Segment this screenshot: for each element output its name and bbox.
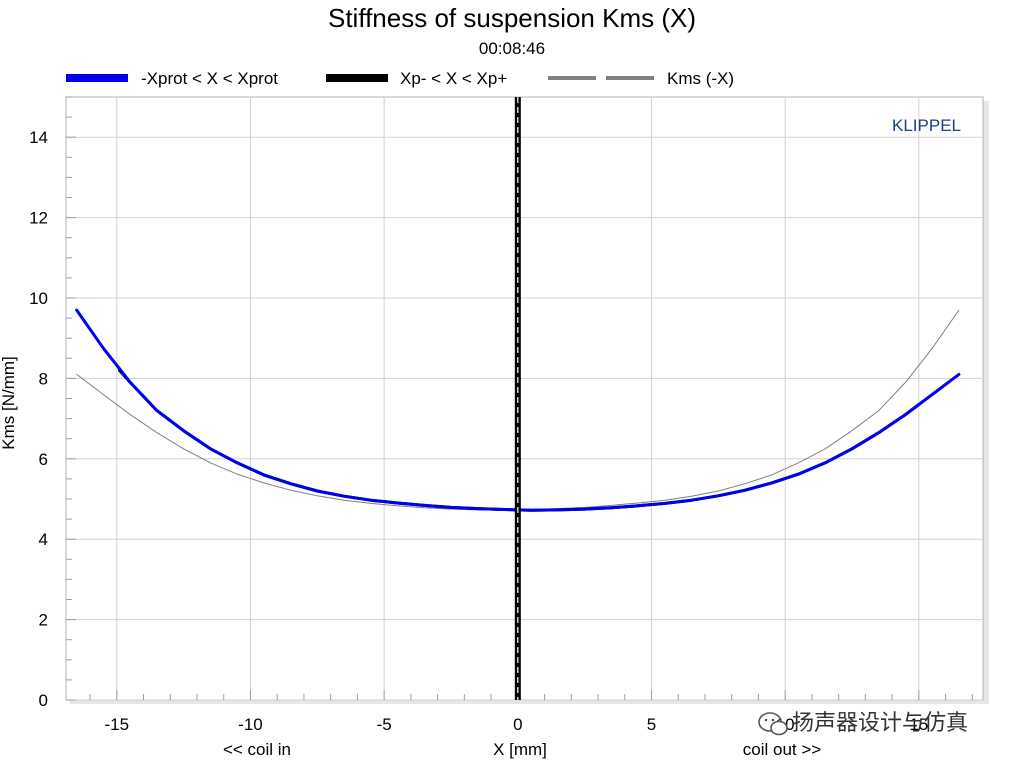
x-axis-label: X [mm] xyxy=(493,740,547,759)
x-tick-label: -15 xyxy=(105,715,130,734)
y-tick-labels: 0 2 4 6 8 10 12 14 xyxy=(29,128,48,710)
plot-area xyxy=(65,96,984,701)
chart-subtitle: 00:08:46 xyxy=(479,39,545,58)
zero-marker xyxy=(514,97,521,700)
legend-label-1: Xp- < X < Xp+ xyxy=(400,69,507,88)
y-tick-label: 0 xyxy=(39,691,48,710)
y-axis-label: Kms [N/mm] xyxy=(0,356,18,450)
y-tick-label: 12 xyxy=(29,209,48,228)
minor-ticks xyxy=(66,96,973,701)
legend-label-0: -Xprot < X < Xprot xyxy=(141,69,278,88)
x-tick-label: -5 xyxy=(377,715,392,734)
x-tick-label: 5 xyxy=(647,715,656,734)
credit-text: 扬声器设计与仿真 xyxy=(792,710,968,735)
legend-label-2: Kms (-X) xyxy=(667,69,734,88)
klippel-watermark: KLIPPEL xyxy=(892,116,961,135)
x-left-note: << coil in xyxy=(223,740,291,759)
x-tick-label: 0 xyxy=(513,715,522,734)
y-tick-label: 6 xyxy=(39,450,48,469)
wechat-icon xyxy=(758,712,788,736)
y-tick-label: 8 xyxy=(39,369,48,388)
x-tick-label: -10 xyxy=(238,715,263,734)
x-right-note: coil out >> xyxy=(743,740,822,759)
y-tick-label: 4 xyxy=(39,530,48,549)
chart-title: Stiffness of suspension Kms (X) xyxy=(328,3,696,33)
x-tick-label: 15 xyxy=(909,715,928,734)
y-tick-label: 10 xyxy=(29,289,48,308)
y-tick-label: 2 xyxy=(39,611,48,630)
legend: -Xprot < X < Xprot Xp- < X < Xp+ Kms (-X) xyxy=(66,69,734,88)
y-tick-label: 14 xyxy=(29,128,48,147)
